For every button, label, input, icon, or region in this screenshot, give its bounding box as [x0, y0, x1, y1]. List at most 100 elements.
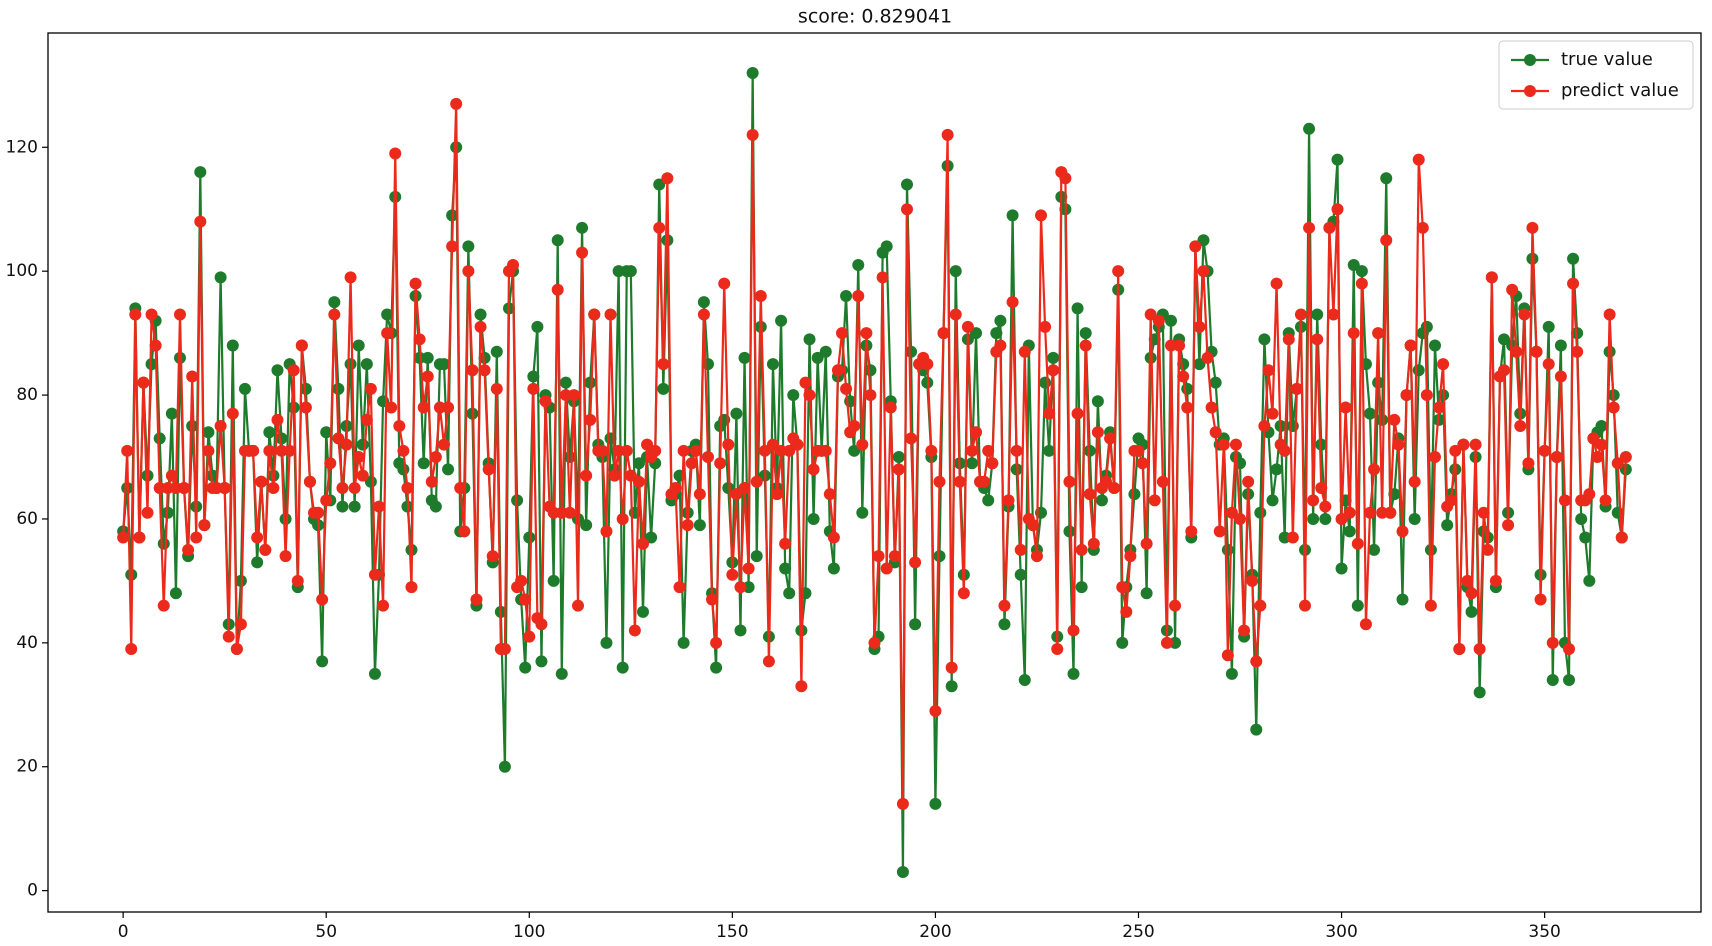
marker: [332, 432, 345, 445]
marker: [1323, 221, 1336, 234]
marker: [295, 339, 308, 352]
marker: [446, 240, 459, 253]
marker: [165, 407, 178, 420]
marker: [1144, 308, 1157, 321]
marker: [421, 370, 434, 383]
marker: [1351, 599, 1364, 612]
marker: [1014, 568, 1027, 581]
marker: [848, 420, 861, 433]
marker: [194, 166, 207, 179]
marker: [186, 370, 199, 383]
marker: [693, 519, 706, 532]
marker: [1433, 401, 1446, 414]
legend: true value predict value: [1498, 40, 1694, 110]
marker: [1242, 475, 1255, 488]
marker: [267, 481, 280, 494]
marker: [628, 624, 641, 637]
marker: [437, 358, 450, 371]
marker: [1047, 351, 1060, 364]
marker: [896, 797, 909, 810]
marker: [121, 444, 134, 457]
marker: [1047, 364, 1060, 377]
marker: [1160, 636, 1173, 649]
marker: [645, 531, 658, 544]
marker: [1213, 525, 1226, 538]
marker: [803, 333, 816, 346]
marker: [819, 444, 832, 457]
marker: [572, 599, 585, 612]
marker: [299, 401, 312, 414]
marker: [750, 475, 763, 488]
marker: [1043, 407, 1056, 420]
marker: [198, 519, 211, 532]
marker: [1083, 488, 1096, 501]
marker: [1420, 389, 1433, 402]
marker: [478, 351, 491, 364]
marker: [1380, 234, 1393, 247]
marker: [1518, 308, 1531, 321]
marker: [474, 320, 487, 333]
marker: [1546, 636, 1559, 649]
marker: [1441, 519, 1454, 532]
marker: [1408, 475, 1421, 488]
marker: [1051, 643, 1064, 656]
marker: [900, 178, 913, 191]
marker: [1043, 444, 1056, 457]
marker: [766, 358, 779, 371]
marker: [1595, 420, 1608, 433]
marker: [1258, 333, 1271, 346]
marker: [1030, 550, 1043, 563]
marker: [462, 265, 475, 278]
marker: [677, 444, 690, 457]
marker: [738, 351, 751, 364]
marker: [1270, 277, 1283, 290]
marker: [515, 574, 528, 587]
marker: [1461, 574, 1474, 587]
marker: [1595, 438, 1608, 451]
marker: [259, 543, 272, 556]
marker: [994, 314, 1007, 327]
marker: [458, 525, 471, 538]
x-tick-label: 100: [513, 922, 545, 942]
x-tick-label: 50: [315, 922, 337, 942]
marker: [417, 457, 430, 470]
marker: [1006, 296, 1019, 309]
marker: [567, 389, 580, 402]
marker: [1376, 413, 1389, 426]
marker: [1489, 574, 1502, 587]
marker: [1238, 624, 1251, 637]
marker: [661, 172, 674, 185]
marker: [1083, 444, 1096, 457]
marker: [734, 581, 747, 594]
marker: [328, 296, 341, 309]
marker: [1347, 327, 1360, 340]
marker: [1368, 463, 1381, 476]
marker: [1104, 432, 1117, 445]
marker: [182, 543, 195, 556]
marker: [263, 444, 276, 457]
marker: [287, 364, 300, 377]
marker: [498, 760, 511, 773]
marker: [888, 550, 901, 563]
marker: [1290, 382, 1303, 395]
marker: [324, 457, 337, 470]
marker: [677, 636, 690, 649]
marker: [230, 643, 243, 656]
marker: [1619, 451, 1632, 464]
x-tick-label: 350: [1528, 922, 1560, 942]
marker: [1002, 494, 1015, 507]
marker: [1018, 345, 1031, 358]
marker: [795, 680, 808, 693]
marker: [344, 271, 357, 284]
marker: [1181, 382, 1194, 395]
marker: [1424, 599, 1437, 612]
marker: [1100, 475, 1113, 488]
marker: [1384, 506, 1397, 519]
marker: [1156, 475, 1169, 488]
marker: [1193, 358, 1206, 371]
marker: [125, 643, 138, 656]
marker: [641, 438, 654, 451]
marker: [1571, 345, 1584, 358]
marker: [421, 351, 434, 364]
marker: [1335, 512, 1348, 525]
